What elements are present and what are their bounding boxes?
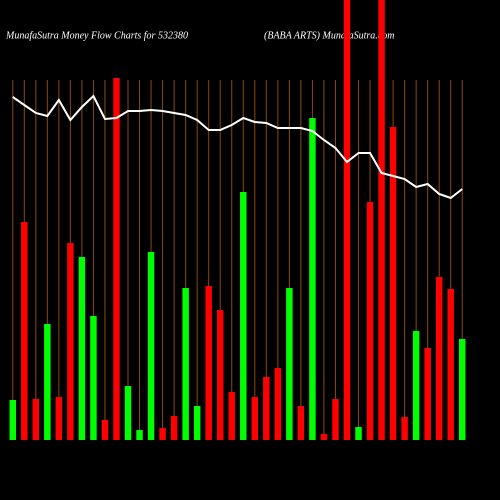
bar: [228, 392, 235, 440]
bar: [147, 252, 155, 440]
bar: [343, 0, 351, 440]
bar: [9, 400, 16, 440]
bar: [78, 257, 86, 440]
bar: [216, 310, 224, 440]
bar: [459, 339, 466, 440]
chart-title: MunafaSutra Money Flow Charts for 532380: [5, 30, 188, 41]
bar: [32, 399, 40, 440]
bar: [401, 417, 408, 440]
bar: [101, 420, 109, 440]
bar: [44, 324, 51, 440]
bar: [182, 288, 189, 440]
bar: [124, 386, 132, 440]
bar: [286, 288, 293, 440]
bar: [297, 406, 305, 440]
bar: [309, 118, 316, 440]
bar: [136, 430, 143, 440]
bar: [435, 277, 443, 440]
bar: [412, 331, 420, 440]
bar: [205, 286, 212, 440]
bar: [55, 397, 63, 440]
bar: [366, 202, 374, 440]
chart-subtitle: (BABA ARTS) MunafaSutra.com: [264, 30, 394, 41]
bar: [170, 416, 178, 440]
bar: [90, 316, 97, 440]
bar: [159, 428, 166, 440]
bar: [21, 222, 28, 440]
bar: [320, 434, 328, 440]
bar: [424, 348, 431, 440]
bar: [251, 397, 259, 440]
bar: [447, 289, 454, 440]
bar: [274, 368, 282, 440]
bar: [240, 192, 247, 440]
bar: [193, 406, 201, 440]
bar: [378, 0, 385, 440]
bar: [355, 427, 362, 440]
bar: [332, 399, 339, 440]
bar: [113, 78, 120, 440]
price-line: [12, 94, 463, 200]
bar: [67, 243, 74, 440]
bar: [263, 377, 270, 440]
bar: [389, 127, 397, 440]
